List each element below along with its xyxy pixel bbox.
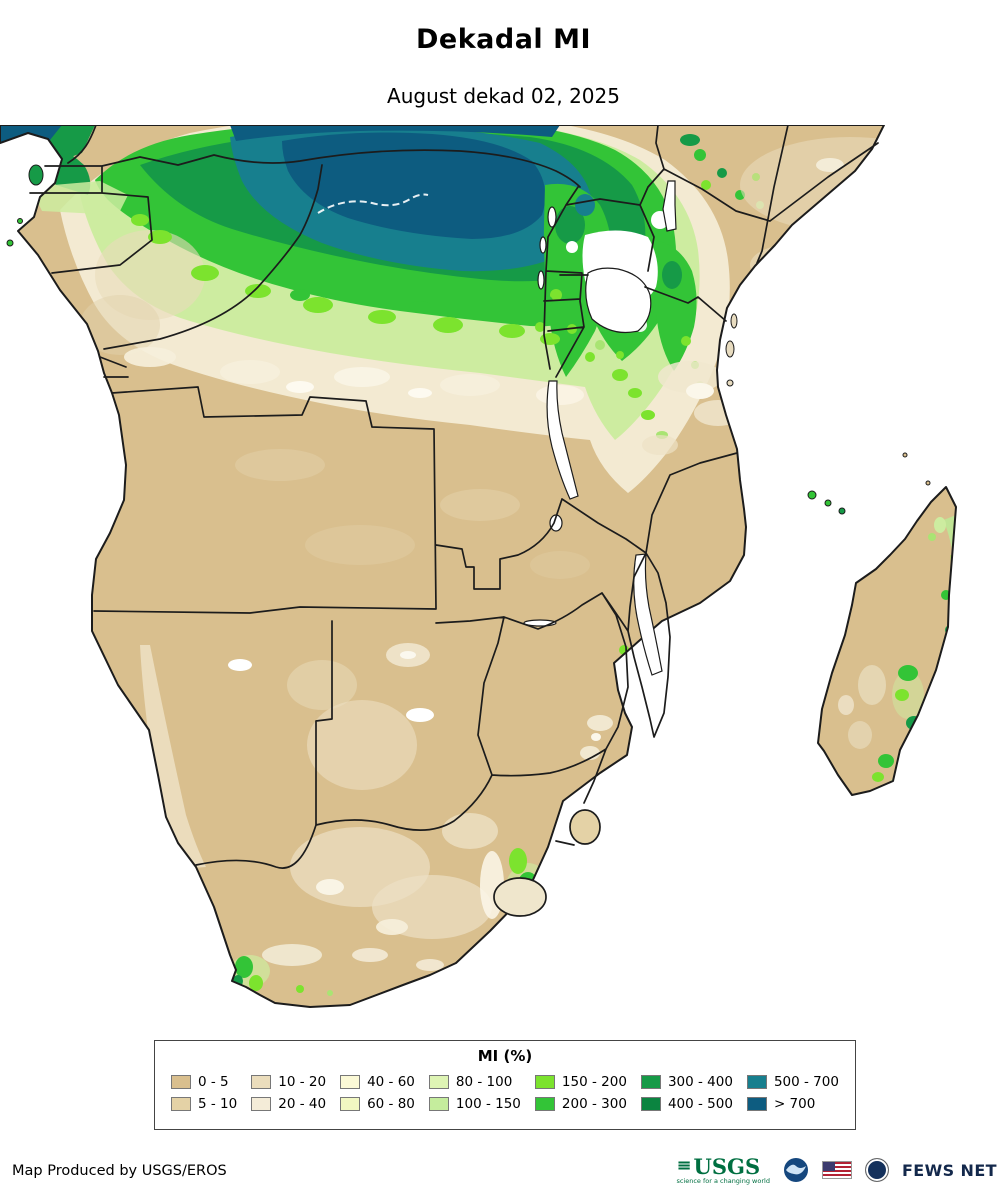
legend-label: 60 - 80 bbox=[367, 1096, 415, 1112]
footer-logos: ≡ USGS science for a changing world FEWS… bbox=[676, 1150, 997, 1190]
legend-item: 200 - 300 bbox=[534, 1096, 627, 1112]
legend-label: > 700 bbox=[773, 1096, 816, 1112]
usgs-bars-icon: ≡ bbox=[676, 1155, 692, 1177]
legend-swatch bbox=[340, 1075, 361, 1089]
legend-item: 150 - 200 bbox=[534, 1074, 627, 1090]
fewsnet-wordmark: FEWS NET bbox=[901, 1160, 997, 1180]
legend-item: 100 - 150 bbox=[428, 1096, 521, 1112]
page-subtitle: August dekad 02, 2025 bbox=[387, 84, 620, 108]
legend-item: 5 - 10 bbox=[171, 1096, 237, 1112]
legend-swatch bbox=[251, 1097, 272, 1111]
legend-swatch bbox=[534, 1097, 555, 1111]
legend-label: 80 - 100 bbox=[455, 1074, 513, 1090]
legend-swatch bbox=[428, 1097, 449, 1111]
noaa-logo-icon bbox=[783, 1158, 808, 1182]
legend-swatch bbox=[171, 1097, 191, 1111]
legend-label: 100 - 150 bbox=[455, 1096, 521, 1112]
africa-moisture-map bbox=[0, 124, 1007, 1030]
legend-label: 10 - 20 bbox=[278, 1074, 327, 1090]
legend-title: MI (%) bbox=[477, 1047, 533, 1065]
legend-label: 300 - 400 bbox=[667, 1074, 733, 1090]
lakes bbox=[228, 180, 677, 722]
legend-item: 0 - 5 bbox=[171, 1074, 237, 1090]
legend-label: 500 - 700 bbox=[773, 1074, 839, 1090]
country-borders bbox=[29, 124, 879, 869]
map-container bbox=[0, 124, 1007, 1030]
page-title: Dekadal MI bbox=[415, 24, 591, 55]
legend-swatch bbox=[428, 1075, 449, 1089]
legend-item: > 700 bbox=[746, 1096, 839, 1112]
legend-label: 40 - 60 bbox=[367, 1074, 415, 1090]
legend-item: 500 - 700 bbox=[746, 1074, 839, 1090]
legend-swatch bbox=[746, 1075, 767, 1089]
usgs-wordmark: USGS bbox=[693, 1153, 761, 1179]
legend-item: 80 - 100 bbox=[428, 1074, 521, 1090]
us-flag-icon bbox=[821, 1161, 852, 1179]
legend-item: 400 - 500 bbox=[640, 1096, 733, 1112]
usgs-tagline: science for a changing world bbox=[676, 1176, 770, 1185]
map-credit: Map Produced by USGS/EROS bbox=[12, 1163, 227, 1179]
legend-swatch bbox=[340, 1097, 361, 1111]
legend-swatch bbox=[640, 1097, 661, 1111]
lesotho-outline bbox=[493, 877, 547, 917]
legend-swatch bbox=[171, 1075, 191, 1089]
legend-item: 20 - 40 bbox=[251, 1096, 326, 1112]
eswatini-outline bbox=[569, 809, 601, 845]
legend-items: 0 - 5 5 - 10 10 - 20 20 - 40 40 - 60 60 - 80 8… bbox=[171, 1071, 839, 1115]
legend-label: 20 - 40 bbox=[278, 1096, 327, 1112]
legend-label: 200 - 300 bbox=[561, 1096, 627, 1112]
legend-label: 150 - 200 bbox=[561, 1074, 627, 1090]
legend-label: 0 - 5 bbox=[198, 1074, 229, 1090]
legend: MI (%) 0 - 5 5 - 10 10 - 20 20 - 40 40 - 60 6… bbox=[154, 1040, 856, 1130]
legend-swatch bbox=[251, 1075, 272, 1089]
legend-swatch bbox=[534, 1075, 555, 1089]
legend-item: 300 - 400 bbox=[640, 1074, 733, 1090]
legend-item: 40 - 60 bbox=[340, 1074, 415, 1090]
legend-item: 60 - 80 bbox=[340, 1096, 415, 1112]
legend-label: 5 - 10 bbox=[198, 1096, 238, 1112]
legend-item: 10 - 20 bbox=[251, 1074, 326, 1090]
islands bbox=[6, 164, 931, 515]
legend-label: 400 - 500 bbox=[667, 1096, 733, 1112]
usgs-logo: ≡ USGS science for a changing world bbox=[676, 1156, 770, 1185]
legend-swatch bbox=[640, 1075, 661, 1089]
legend-swatch bbox=[746, 1097, 767, 1111]
usaid-seal-icon bbox=[864, 1158, 889, 1182]
